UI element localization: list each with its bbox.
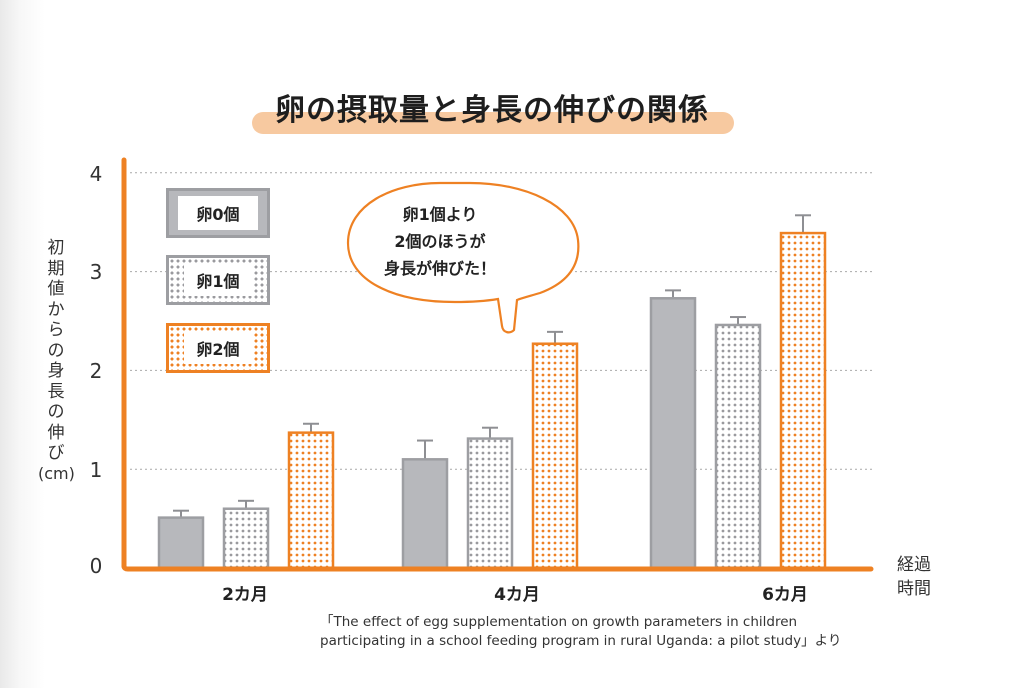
bar-rect <box>222 507 270 570</box>
chart-title-block: 卵の摂取量と身長の伸びの関係 <box>250 88 734 138</box>
bar <box>714 316 762 570</box>
y-tick-2: 2 <box>89 359 103 383</box>
legend-label: 卵1個 <box>184 264 252 296</box>
y-axis-label-char: 期 <box>47 258 65 279</box>
legend-label: 卵2個 <box>184 332 252 364</box>
x-category-2m: 2カ月 <box>222 585 268 605</box>
legend-egg0: 卵0個 <box>166 188 270 238</box>
source-citation: 「The effect of egg supplementation on gr… <box>320 613 841 651</box>
speech-bubble <box>346 181 580 334</box>
bar <box>157 509 205 570</box>
callout-line: 身長が伸びた！ <box>383 259 496 278</box>
x-axis-label: 経過 時間 <box>897 553 941 601</box>
x-category-6m: 6カ月 <box>762 585 808 605</box>
y-axis-label-char: 伸 <box>47 422 65 443</box>
bar <box>401 439 449 570</box>
axes <box>121 157 874 572</box>
y-axis-label: 初期値からの身長の伸び (cm) <box>38 238 75 484</box>
y-axis-label-char: ら <box>47 320 65 340</box>
bar-rect <box>157 516 205 570</box>
y-axis-label-char: の <box>47 402 65 422</box>
bar-rect <box>287 431 335 570</box>
bar-rect <box>401 458 449 570</box>
callout-line: 2個のほうが <box>394 232 486 251</box>
bar-rect <box>531 342 579 570</box>
y-tick-4: 4 <box>89 162 103 186</box>
bar <box>222 499 270 570</box>
y-tick-1: 1 <box>89 458 103 482</box>
y-axis-label-char: び <box>47 443 65 463</box>
source-line: 「The effect of egg supplementation on gr… <box>320 614 798 630</box>
callout-text: 卵1個より 2個のほうが 身長が伸びた！ <box>360 201 520 282</box>
bar-rect <box>714 323 762 570</box>
legend-label: 卵0個 <box>178 196 258 230</box>
bar-rect <box>649 297 697 570</box>
y-tick-0: 0 <box>89 554 103 578</box>
x-category-4m: 4カ月 <box>494 585 540 605</box>
y-axis-label-char: か <box>47 299 65 320</box>
bar <box>531 330 579 570</box>
bar <box>287 422 335 570</box>
bars <box>157 214 827 570</box>
y-axis-label-char: 身 <box>47 361 65 381</box>
y-axis-label-char: 値 <box>47 279 65 299</box>
bar <box>779 214 827 570</box>
bar <box>649 289 697 570</box>
bar-rect <box>779 231 827 570</box>
y-axis-label-char: 初 <box>47 238 65 258</box>
callout-line: 卵1個より <box>402 205 478 224</box>
source-line: participating in a school feeding progra… <box>320 633 842 649</box>
y-axis-label-char: の <box>47 340 65 361</box>
x-axis-label-line: 経過 <box>897 555 931 575</box>
title-highlight <box>252 112 734 134</box>
y-tick-3: 3 <box>89 260 103 284</box>
bar-rect <box>466 437 514 570</box>
y-axis-label-char: 長 <box>47 381 65 402</box>
chart-title: 卵の摂取量と身長の伸びの関係 <box>275 93 709 128</box>
legend-egg1: 卵1個 <box>166 255 270 305</box>
y-axis-unit: (cm) <box>38 463 75 483</box>
x-axis-label-line: 時間 <box>897 579 931 599</box>
legend-egg2: 卵2個 <box>166 323 270 373</box>
bar <box>466 426 514 570</box>
